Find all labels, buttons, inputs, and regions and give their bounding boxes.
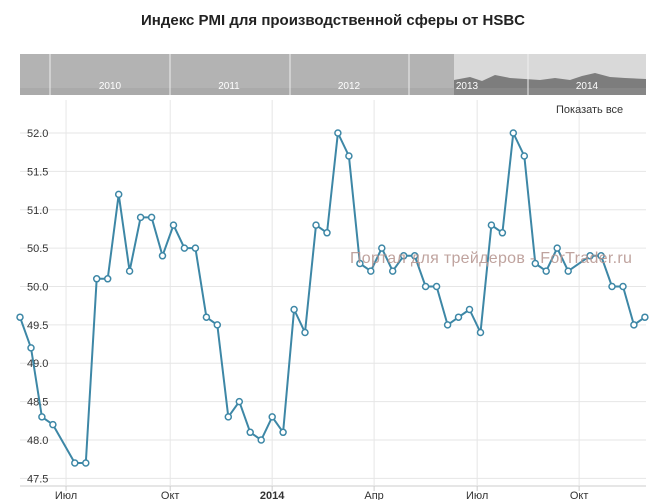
data-point[interactable] (531, 259, 540, 268)
time-range-navigator[interactable]: 2010 2011 2012 2013 2014 (20, 54, 646, 95)
data-point[interactable] (246, 428, 254, 437)
data-point[interactable] (27, 344, 35, 352)
data-point[interactable] (158, 252, 167, 260)
navigator-series-area (454, 73, 646, 95)
x-tick-label: 2014 (260, 490, 285, 500)
navigator-year-label: 2013 (456, 81, 479, 92)
x-tick-label: Июл (466, 490, 488, 500)
y-tick-label: 47.5 (27, 473, 48, 485)
data-point[interactable] (202, 313, 211, 321)
data-point[interactable] (619, 282, 627, 291)
data-point[interactable] (421, 282, 430, 291)
y-tick-label: 52.0 (27, 128, 48, 140)
data-point[interactable] (268, 413, 276, 421)
navigator-year-label: 2014 (576, 81, 599, 92)
navigator-year-label: 2012 (338, 81, 361, 92)
data-point[interactable] (509, 129, 518, 137)
data-point[interactable] (191, 244, 200, 252)
data-point[interactable] (367, 267, 375, 275)
data-point[interactable] (235, 397, 244, 406)
data-point[interactable] (125, 267, 134, 275)
data-point[interactable] (147, 213, 156, 222)
data-point[interactable] (432, 282, 441, 291)
data-point[interactable] (487, 221, 496, 229)
data-point[interactable] (443, 321, 452, 329)
data-point[interactable] (399, 252, 408, 260)
data-point[interactable] (301, 328, 309, 337)
data-point[interactable] (597, 252, 605, 260)
data-point[interactable] (641, 313, 649, 321)
data-point[interactable] (136, 213, 145, 222)
data-point[interactable] (213, 321, 222, 329)
data-point[interactable] (38, 413, 46, 421)
x-tick-label: Июл (55, 490, 77, 500)
watermark: Портал для трейдеров - ForTrader.ru (350, 250, 633, 267)
y-tick-label: 50.5 (27, 243, 48, 255)
data-point[interactable] (114, 190, 123, 199)
data-point[interactable] (356, 259, 364, 268)
data-point[interactable] (312, 221, 320, 229)
data-point[interactable] (16, 313, 24, 321)
x-tick-label: Окт (161, 490, 180, 500)
data-point[interactable] (378, 244, 386, 252)
data-point[interactable] (323, 229, 331, 237)
data-point[interactable] (465, 305, 474, 314)
data-point[interactable] (520, 152, 529, 160)
data-point[interactable] (257, 436, 265, 444)
y-tick-label: 51.0 (27, 205, 48, 217)
data-point[interactable] (345, 152, 353, 160)
y-tick-label: 51.5 (27, 166, 48, 178)
series-line (19, 132, 646, 464)
data-point[interactable] (542, 267, 550, 275)
data-point[interactable] (630, 321, 638, 329)
y-tick-label: 49.0 (27, 358, 48, 370)
x-tick-label: Окт (570, 490, 589, 500)
y-tick-label: 49.5 (27, 320, 48, 332)
data-point[interactable] (180, 244, 189, 252)
data-point[interactable] (553, 244, 561, 252)
navigator-scrollbar[interactable] (20, 88, 646, 95)
data-point[interactable] (49, 420, 57, 429)
data-point[interactable] (410, 252, 419, 260)
data-point[interactable] (224, 413, 233, 421)
data-point[interactable] (334, 129, 342, 137)
data-point[interactable] (454, 313, 463, 321)
navigator-year-label: 2011 (218, 81, 240, 92)
data-point[interactable] (586, 252, 594, 260)
show-all-button[interactable]: Показать все (556, 104, 624, 116)
data-point[interactable] (608, 282, 616, 291)
data-point[interactable] (92, 275, 101, 283)
data-point[interactable] (71, 459, 79, 467)
data-point[interactable] (169, 221, 178, 229)
y-tick-label: 48.5 (27, 397, 48, 409)
data-point[interactable] (564, 267, 572, 275)
data-point[interactable] (498, 229, 507, 237)
chart-title: Индекс PMI для производственной сферы от… (141, 12, 525, 29)
data-point[interactable] (103, 275, 112, 283)
data-point[interactable] (279, 428, 287, 437)
data-point[interactable] (476, 328, 485, 337)
data-point[interactable] (290, 305, 298, 314)
data-point[interactable] (388, 267, 397, 275)
y-tick-label: 50.0 (27, 281, 48, 293)
x-tick-label: Апр (364, 490, 383, 500)
navigator-year-label: 2010 (99, 81, 122, 92)
data-point[interactable] (82, 459, 90, 467)
y-tick-label: 48.0 (27, 435, 48, 447)
